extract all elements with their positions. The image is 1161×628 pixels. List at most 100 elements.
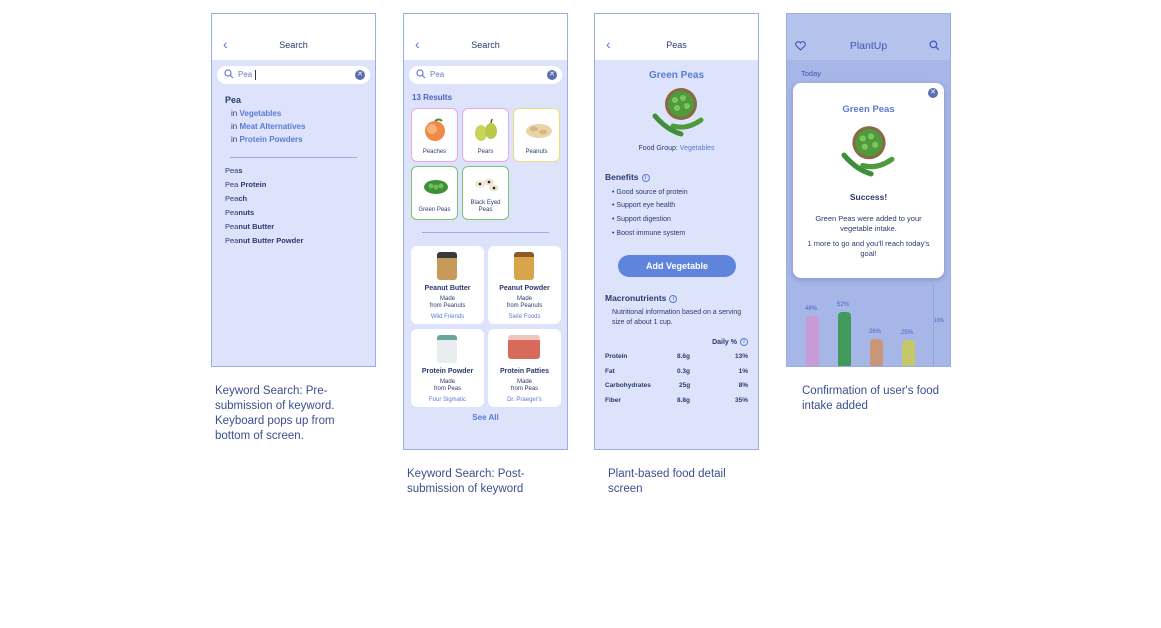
category-suggestion[interactable]: in Vegetables <box>231 109 282 118</box>
suggestion-item[interactable]: Peanuts <box>225 208 255 217</box>
caption-screen1: Keyword Search: Pre-submission of keywor… <box>215 385 335 442</box>
suggestion-item[interactable]: Peach <box>225 194 248 203</box>
chart-bar <box>870 339 883 366</box>
product-card[interactable]: Protein Patties Made from Peas Dr. Praege… <box>488 329 561 407</box>
goal-message: 1 more to go and you'll reach today's go… <box>807 239 930 258</box>
suggestion-item[interactable]: Peas <box>225 166 243 175</box>
product-name: Protein Powder <box>421 368 474 375</box>
product-brand[interactable]: Siete Foods <box>508 314 541 320</box>
chevron-left-icon[interactable]: ‹ <box>606 36 611 52</box>
intake-chart: 10% 48% 52% 26% 25% <box>801 282 944 366</box>
bar-value-label: 52% <box>837 302 850 308</box>
clear-icon[interactable]: ✕ <box>355 70 365 80</box>
benefit-item: • Good source of protein <box>612 189 688 196</box>
product-name: Protein Patties <box>499 368 549 375</box>
goal-label: 10% <box>933 318 944 324</box>
divider <box>422 232 549 233</box>
product-origin: Made from Peanuts <box>429 296 466 309</box>
search-input[interactable]: Pea ✕ <box>409 66 562 84</box>
product-image <box>514 252 534 280</box>
chart-bar <box>838 312 851 366</box>
today-label: Today <box>801 69 822 78</box>
info-icon[interactable]: i <box>669 294 678 303</box>
success-modal: ✕ Green Peas Success! Green Peas were ad… <box>793 83 944 278</box>
screen-search-post: ‹ Search Pea ✕ 13 Results Peaches Pears … <box>403 13 568 450</box>
header-title: Search <box>279 40 308 50</box>
heart-icon[interactable] <box>795 41 806 51</box>
results-count: 13 Results <box>412 93 453 102</box>
tile-label: Pears <box>477 149 494 155</box>
benefit-item: • Support eye health <box>612 202 676 209</box>
close-icon[interactable]: ✕ <box>928 88 938 98</box>
screen-food-detail: ‹ Peas Green Peas Food Group: Vegetables… <box>594 13 759 450</box>
info-icon[interactable]: i <box>641 173 650 182</box>
category-suggestion[interactable]: in Protein Powders <box>231 135 303 144</box>
daily-header: Daily % i <box>712 338 748 346</box>
benefit-item: • Support digestion <box>612 216 671 223</box>
pear-icon <box>475 118 497 141</box>
macro-row: Carbohydrates 25g 8% <box>605 382 748 389</box>
bar-value-label: 48% <box>805 306 818 312</box>
peanut-icon <box>526 124 552 138</box>
macro-row: Fat 0.3g 1% <box>605 368 748 375</box>
food-group: Food Group: Vegetables <box>638 145 715 152</box>
see-all-link[interactable]: See All <box>472 413 499 422</box>
info-icon[interactable]: i <box>740 338 748 346</box>
result-tile-peanuts[interactable]: Peanuts <box>513 108 560 162</box>
search-icon[interactable] <box>929 40 940 51</box>
suggestion-item[interactable]: Peanut Butter Powder <box>225 236 304 245</box>
modal-title: Green Peas <box>842 104 895 115</box>
app-brand: PlantUp <box>849 40 888 52</box>
result-tile-peaches[interactable]: Peaches <box>411 108 458 162</box>
result-tile-green-peas[interactable]: Green Peas <box>411 166 458 220</box>
search-query: Pea <box>430 70 445 79</box>
text-cursor <box>255 70 256 80</box>
product-brand[interactable]: Dr. Praeger's <box>507 397 542 403</box>
category-suggestion[interactable]: in Meat Alternatives <box>231 122 306 131</box>
benefit-item: • Boost immune system <box>612 230 686 237</box>
screen-confirmation: PlantUp Today 10% 48% 52% 26% 25% ✕ Green P… <box>786 13 951 367</box>
search-query: Pea <box>238 70 253 79</box>
result-tile-black-eyed-peas[interactable]: Black Eyed Peas <box>462 166 509 220</box>
caption-screen2: Keyword Search: Post-submission of keywo… <box>407 468 525 495</box>
product-card[interactable]: Protein Powder Made from Peas Four Sigmat… <box>411 329 484 407</box>
tile-label: Peaches <box>422 149 447 155</box>
product-image <box>437 335 457 363</box>
product-card[interactable]: Peanut Powder Made from Peanuts Siete Foo… <box>488 246 561 324</box>
tile-label: Black Eyed Peas <box>470 200 501 213</box>
screen-search-pre: ‹ Search Pea ✕ Pea in Vegetables in Meat… <box>211 13 376 367</box>
benefits-heading: Benefits i <box>605 172 650 182</box>
green-peas-icon <box>424 180 448 194</box>
product-name: Peanut Powder <box>499 285 550 292</box>
header-title: Peas <box>666 40 687 50</box>
suggestion-item[interactable]: Peanut Butter <box>225 222 275 231</box>
suggestion-item[interactable]: Pea Protein <box>225 180 267 189</box>
result-tile-pears[interactable]: Pears <box>462 108 509 162</box>
clear-icon[interactable]: ✕ <box>547 70 557 80</box>
product-name: Peanut Butter <box>424 285 471 292</box>
search-icon <box>416 69 426 79</box>
product-brand[interactable]: Four Sigmatic <box>428 397 466 403</box>
chevron-left-icon[interactable]: ‹ <box>223 36 228 52</box>
black-eyed-peas-icon <box>475 178 499 192</box>
product-image <box>437 252 457 280</box>
caption-screen4: Confirmation of user's food intake added <box>802 385 940 412</box>
success-heading: Success! <box>849 192 888 202</box>
chevron-left-icon[interactable]: ‹ <box>415 36 420 52</box>
search-input[interactable]: Pea ✕ <box>217 66 370 84</box>
tile-label: Green Peas <box>418 207 451 213</box>
chart-gridline <box>933 285 934 366</box>
product-origin: Made from Peas <box>433 379 462 392</box>
suggestion-primary[interactable]: Pea <box>225 95 242 105</box>
add-vegetable-button[interactable]: Add Vegetable <box>618 255 736 277</box>
green-peas-bowl-icon <box>652 88 704 137</box>
macro-row: Fiber 8.8g 35% <box>605 397 748 404</box>
divider <box>230 157 357 158</box>
product-origin: Made from Peanuts <box>506 296 543 309</box>
food-group-link[interactable]: Vegetables <box>679 145 715 152</box>
chart-bar <box>902 340 915 366</box>
macro-description: Nutritional information based on a servi… <box>612 309 742 326</box>
product-card[interactable]: Peanut Butter Made from Peanuts Wild Frie… <box>411 246 484 324</box>
header-title: Search <box>471 40 500 50</box>
product-brand[interactable]: Wild Friends <box>430 314 465 320</box>
